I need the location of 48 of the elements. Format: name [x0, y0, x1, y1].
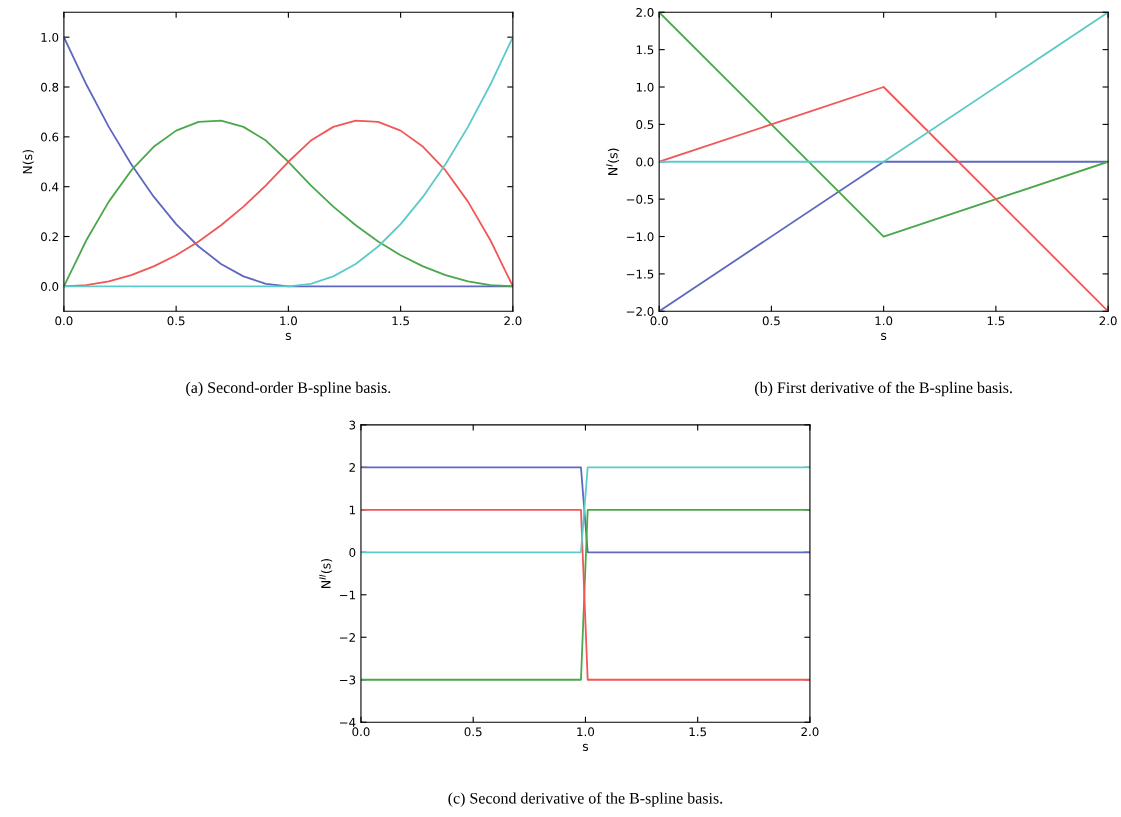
- x-tick-label: 1.0: [280, 316, 297, 326]
- x-tick-label: 0.0: [650, 316, 668, 326]
- x-tick-label: 0.0: [55, 316, 73, 326]
- x-tick-label: 0.5: [167, 316, 185, 326]
- y-tick-label: 2.0: [636, 7, 654, 17]
- x-axis-title: s: [881, 332, 887, 341]
- y-tick-label: 0.2: [41, 232, 58, 242]
- y-tick-label: −2.0: [626, 307, 654, 316]
- x-axis-title: s: [285, 332, 292, 341]
- y-tick-label: 2: [349, 463, 355, 472]
- y-tick-label: −4: [339, 718, 356, 727]
- y-tick-label: 0.0: [41, 282, 59, 292]
- y-tick-label: 1.0: [636, 82, 654, 92]
- x-tick-label: 1.0: [875, 316, 893, 326]
- y-tick-label: −1.5: [626, 269, 654, 279]
- text: (a) Second-order B-spline basis.: [186, 381, 391, 397]
- y-tick-label: −1: [339, 590, 356, 600]
- y-tick-label: −0.5: [626, 194, 654, 204]
- x-tick-label: 0.5: [762, 316, 780, 326]
- y-tick-label: −2: [339, 632, 355, 642]
- x-tick-label: 2.0: [801, 727, 819, 737]
- x-tick-label: 1.0: [577, 727, 595, 737]
- x-tick-label: 1.5: [392, 316, 409, 326]
- y-tick-label: 0.4: [41, 182, 59, 192]
- y-axis-title: N$^{II}$(s): [319, 558, 333, 588]
- y-tick-label: 0.0: [636, 157, 654, 167]
- y-axis-title: N$^{I}$(s): [606, 148, 620, 175]
- y-tick-label: 1.5: [636, 45, 654, 55]
- y-tick-label: 1.0: [41, 32, 59, 42]
- x-tick-label: 2.0: [504, 316, 522, 326]
- line-series: [63, 119, 513, 288]
- y-tick-label: 1: [349, 505, 356, 515]
- x-tick-label: 1.5: [987, 316, 1005, 326]
- x-tick-label: 1.5: [689, 727, 707, 737]
- text: (b) First derivative of the B-spline basis.: [755, 381, 1012, 397]
- y-tick-label: 0.6: [41, 132, 59, 142]
- y-tick-label: 0.8: [41, 82, 59, 92]
- y-tick-label: 3: [349, 420, 356, 430]
- line-series: [63, 36, 513, 288]
- y-tick-label: 0.5: [636, 120, 654, 130]
- y-tick-label: −3: [339, 675, 356, 685]
- y-tick-label: −1.0: [626, 232, 654, 242]
- y-tick-label: 0: [349, 548, 356, 557]
- y-axis-title: N(s): [22, 150, 34, 174]
- x-tick-label: 2.0: [1099, 316, 1117, 326]
- x-tick-label: 0.5: [464, 727, 482, 737]
- x-axis-title: s: [582, 743, 589, 751]
- text: (c) Second derivative of the B-spline basis.: [448, 792, 723, 807]
